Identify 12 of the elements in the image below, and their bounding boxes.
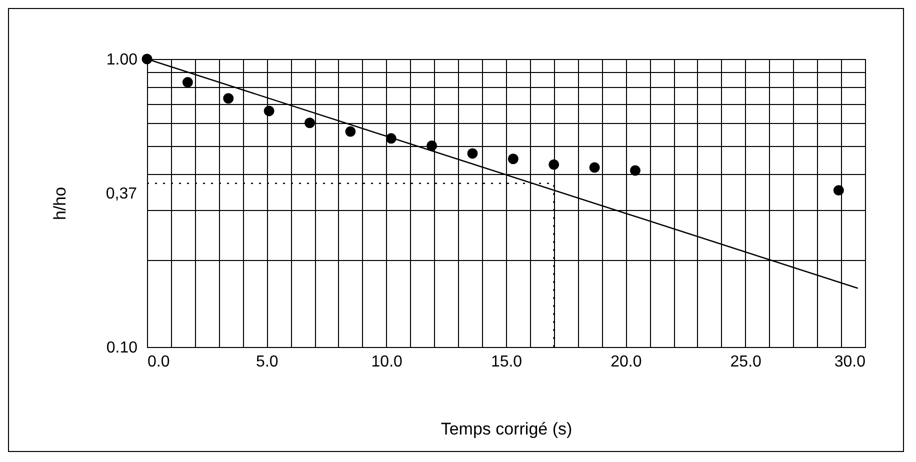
- x-tick-label: 20.0: [610, 354, 642, 370]
- x-tick-label: 10.0: [371, 354, 403, 370]
- y-axis-title: h/ho: [50, 186, 70, 220]
- y-tick-label: 0.10: [106, 340, 138, 356]
- x-tick-label: 0.0: [148, 354, 170, 370]
- ref-line-label: 0,37: [106, 185, 138, 202]
- x-axis-title: Temps corrigé (s): [440, 420, 572, 438]
- x-tick-label: 30.0: [834, 354, 866, 370]
- y-tick-label: 1.00: [106, 52, 138, 68]
- x-tick-label: 5.0: [256, 354, 278, 370]
- x-tick-label: 25.0: [730, 354, 762, 370]
- x-tick-label: 15.0: [490, 354, 522, 370]
